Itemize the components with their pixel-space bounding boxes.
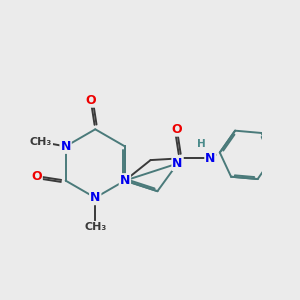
Text: N: N bbox=[90, 191, 101, 204]
Text: N: N bbox=[205, 152, 216, 165]
Text: O: O bbox=[172, 123, 182, 136]
Text: CH₃: CH₃ bbox=[84, 222, 106, 232]
Text: O: O bbox=[85, 94, 96, 107]
Text: I: I bbox=[298, 146, 300, 160]
Text: H: H bbox=[197, 139, 206, 149]
Text: CH₃: CH₃ bbox=[30, 137, 52, 147]
Text: N: N bbox=[172, 157, 183, 170]
Text: O: O bbox=[31, 169, 42, 183]
Text: N: N bbox=[60, 140, 71, 153]
Text: N: N bbox=[120, 174, 130, 187]
